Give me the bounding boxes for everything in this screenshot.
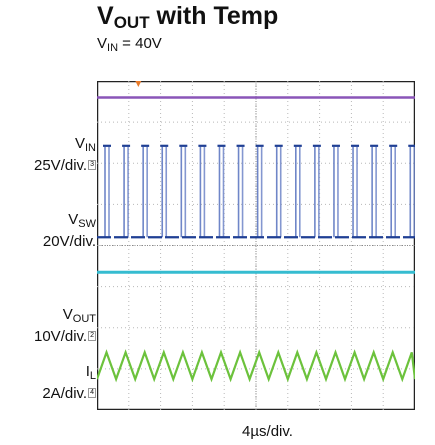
channel-marker-2: 2: [88, 331, 96, 341]
channel-marker-3: 3: [88, 160, 96, 170]
channel-label-vsw: VSW 20V/div.: [42, 211, 96, 250]
chart-subtitle: VIN = 40V: [97, 35, 162, 54]
chart-title: VOUT with Temp: [97, 2, 279, 32]
channel-marker-4: 4: [88, 388, 96, 398]
channel-label-vout: VOUT 10V/div. 2: [34, 306, 96, 345]
x-axis-label: 4µs/div.: [242, 423, 293, 440]
channel-label-vin: VIN 25V/div. 3: [34, 135, 96, 174]
trigger-marker-icon: [135, 81, 142, 87]
oscilloscope-plot: [97, 81, 415, 410]
trace-il: [97, 349, 415, 383]
channel-label-il: IL 2A/div. 4: [42, 363, 96, 402]
